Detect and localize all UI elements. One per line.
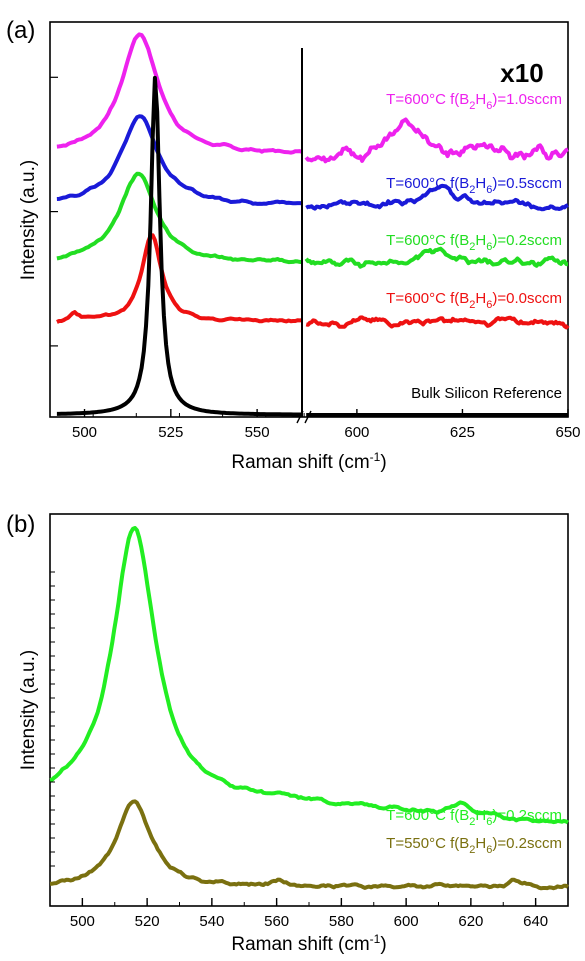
series-label-1: T=600°C f(B2H6)=0.5sccm (386, 175, 562, 196)
x-tick-label: 560 (264, 913, 289, 930)
x-tick-label: 625 (450, 424, 475, 441)
x-tick-label: 500 (72, 424, 97, 441)
scale-annotation: x10 (500, 58, 543, 88)
x-tick-label: 520 (135, 913, 160, 930)
panel-b-curves (50, 528, 568, 888)
panel-b-xlabel: Raman shift (cm-1) (231, 932, 386, 955)
panel-a-xlabel: Raman shift (cm-1) (231, 450, 386, 473)
series-line-left-3 (57, 235, 302, 322)
panel-b-ticks: 500 520 540 560 580 600 620 640 (50, 572, 568, 930)
panel-a-label: (a) (6, 17, 35, 44)
series-label-0: T=600°C f(B2H6)=1.0sccm (386, 91, 562, 112)
series-label-4: Bulk Silicon Reference (411, 385, 562, 402)
series-label-1: T=550°C f(B2H6)=0.2sccm (386, 835, 562, 856)
x-tick-label: 650 (555, 424, 580, 441)
panel-a-series-labels: T=600°C f(B2H6)=1.0sccm T=600°C f(B2H6)=0… (386, 91, 562, 402)
x-tick-label: 640 (523, 913, 548, 930)
series-line-right-0 (306, 120, 568, 162)
x-tick-label: 550 (245, 424, 270, 441)
x-tick-label: 620 (458, 913, 483, 930)
series-label-3: T=600°C f(B2H6)=0.0sccm (386, 290, 562, 311)
panel-a: (a) 500 525 550 600 625 650 T=600°C f(B2H6)=1… (6, 17, 581, 473)
x-tick-label: 580 (329, 913, 354, 930)
series-label-2: T=600°C f(B2H6)=0.2sccm (386, 232, 562, 253)
series-line-0 (50, 528, 568, 823)
panel-a-curves (57, 34, 568, 415)
x-tick-label: 600 (344, 424, 369, 441)
panel-a-frame (50, 22, 568, 417)
x-tick-label: 600 (394, 913, 419, 930)
panel-b-ylabel: Intensity (a.u.) (18, 650, 39, 770)
series-line-right-2 (306, 249, 568, 267)
panel-b-label: (b) (6, 511, 35, 538)
panel-a-ylabel: Intensity (a.u.) (18, 160, 39, 280)
x-tick-label: 540 (199, 913, 224, 930)
series-line-left-0 (57, 34, 302, 152)
x-tick-label: 500 (70, 913, 95, 930)
series-line-right-3 (306, 317, 568, 327)
panel-b: (b) 500 520 540 560 580 600 620 640 T=600°C f(B… (6, 511, 568, 955)
x-tick-label: 525 (158, 424, 183, 441)
